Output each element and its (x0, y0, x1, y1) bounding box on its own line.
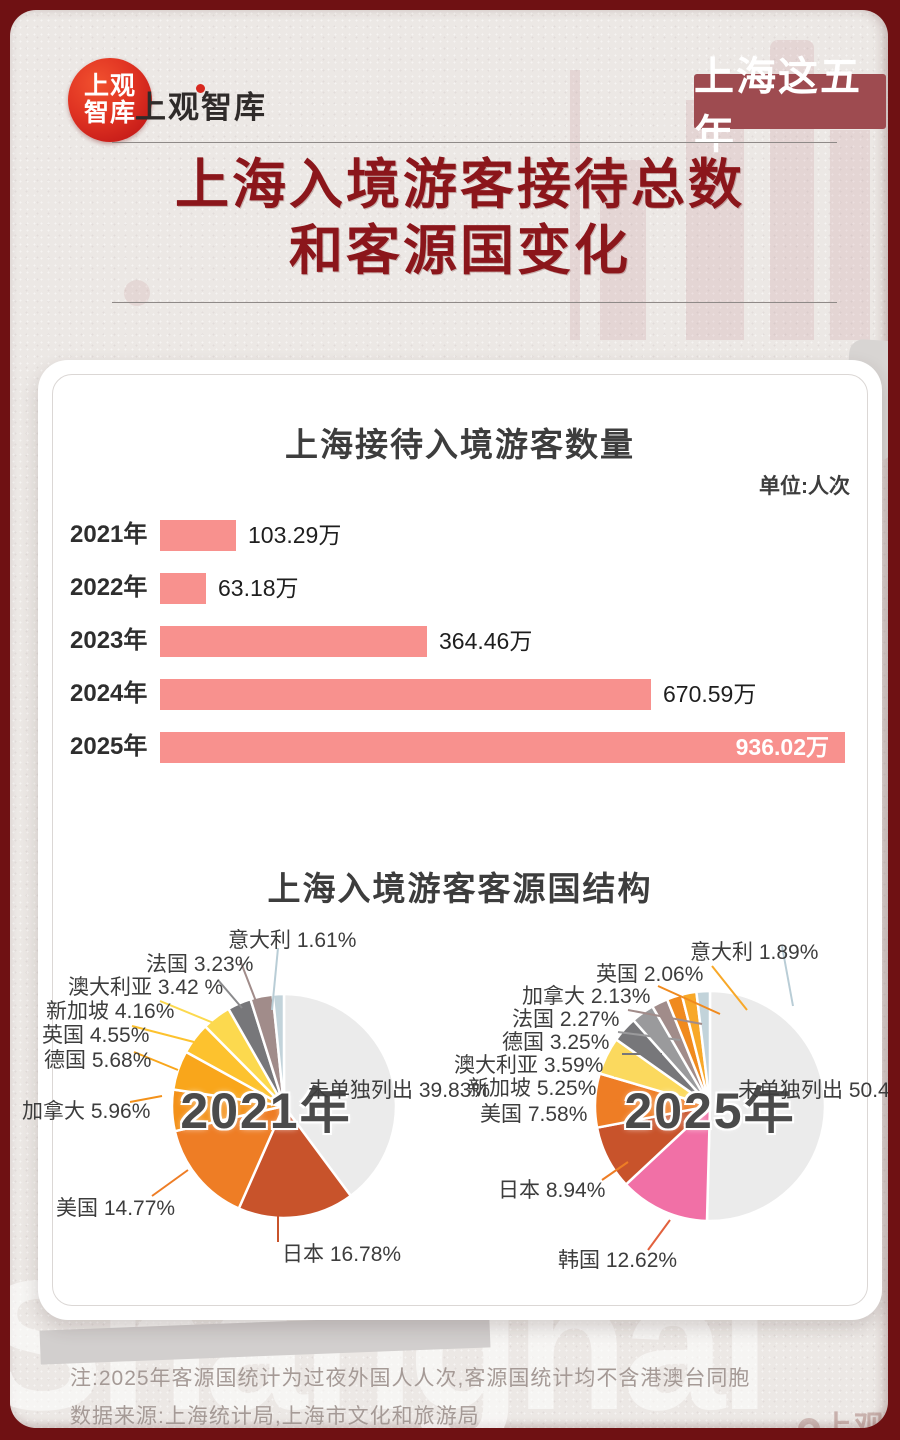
pie-callout-澳大利亚: 澳大利亚 3.59% (454, 1054, 604, 1077)
pie-slice-韩国 (624, 1104, 712, 1223)
pie-callout-英国: 英国 4.55% (42, 1024, 150, 1047)
skyline-decoration (830, 130, 870, 340)
pie-slice-未单独列出 (705, 989, 827, 1223)
pie-callout-德国: 德国 5.68% (44, 1049, 152, 1072)
skyline-decoration (600, 160, 646, 340)
corner-brand-ring-icon (798, 1418, 820, 1428)
data-source: 数据来源:上海统计局,上海市文化和旅游局 (70, 1405, 480, 1428)
skyline-decoration (124, 280, 150, 306)
pie-slice-未单独列出 (282, 992, 398, 1198)
pie-callout-日本: 日本 16.78% (282, 1243, 402, 1266)
skyline-decoration (570, 70, 580, 340)
pie-callout-法国: 法国 2.27% (512, 1008, 620, 1031)
skyline-decoration (686, 100, 744, 340)
pie-chart-2021 (170, 992, 398, 1220)
pie-callout-意大利: 意大利 1.61% (228, 929, 357, 952)
bar-chart-title: 上海接待入境游客数量 (285, 426, 635, 463)
pie-slice-日本 (237, 1104, 353, 1220)
pie-section-title: 上海入境游客客源国结构 (267, 870, 653, 907)
brand-dot-icon (196, 84, 205, 93)
brand-logo-line2: 智库 (83, 99, 136, 127)
bar-chart-unit-label: 单位:人次 (759, 475, 850, 498)
corner-brand-mark: 上观 (798, 1402, 886, 1428)
pie-callout-新加坡: 新加坡 4.16% (46, 1000, 175, 1023)
divider-under-title (112, 302, 837, 303)
brand-logo-line1: 上观 (83, 72, 136, 100)
pie-callout-加拿大: 加拿大 2.13% (522, 985, 651, 1008)
pie-callout-意大利: 意大利 1.89% (690, 941, 819, 964)
pie-callout-德国: 德国 3.25% (502, 1031, 610, 1054)
content-card-border (52, 374, 868, 1306)
pie-callout-日本: 日本 8.94% (498, 1179, 606, 1202)
pie-slice-美国 (173, 1104, 286, 1210)
pie-callout-澳大利亚: 澳大利亚 3.42 % (68, 976, 224, 999)
page-title-line2: 和客源国变化 (289, 221, 631, 281)
pie-callout-美国: 美国 14.77% (56, 1197, 176, 1220)
paper-background: Shanghai 上观 智库 上观智库 上海这五年 上海入境游客接待总数 和客源… (10, 10, 888, 1428)
page-title: 上海入境游客接待总数 和客源国变化 (10, 152, 888, 284)
pie-callout-韩国: 韩国 12.62% (558, 1249, 678, 1272)
pie-2021-center-label: 2021年 (180, 1083, 352, 1139)
pie-callout-英国: 英国 2.06% (596, 963, 704, 986)
pie-2025-center-label: 2025年 (624, 1083, 796, 1139)
pie-callout-未单独列出: 未单独列出 50.42% (738, 1079, 888, 1102)
brand-logo-icon: 上观 智库 (68, 58, 152, 142)
divider-top (112, 142, 837, 143)
pie-callout-美国: 美国 7.58% (480, 1103, 588, 1126)
series-badge: 上海这五年 (694, 55, 886, 157)
pie-callout-加拿大: 加拿大 5.96% (22, 1100, 151, 1123)
footnote: 注:2025年客源国统计为过夜外国人人次,客源国统计均不含港澳台同胞 (70, 1367, 751, 1390)
pie-callout-未单独列出: 未单独列出 39.83% (308, 1079, 491, 1102)
page-title-line1: 上海入境游客接待总数 (175, 155, 745, 215)
pie-callout-法国: 法国 3.23% (146, 953, 254, 976)
pie-callout-新加坡: 新加坡 5.25% (468, 1077, 597, 1100)
brand-wordmark: 上观智库 (135, 90, 267, 125)
